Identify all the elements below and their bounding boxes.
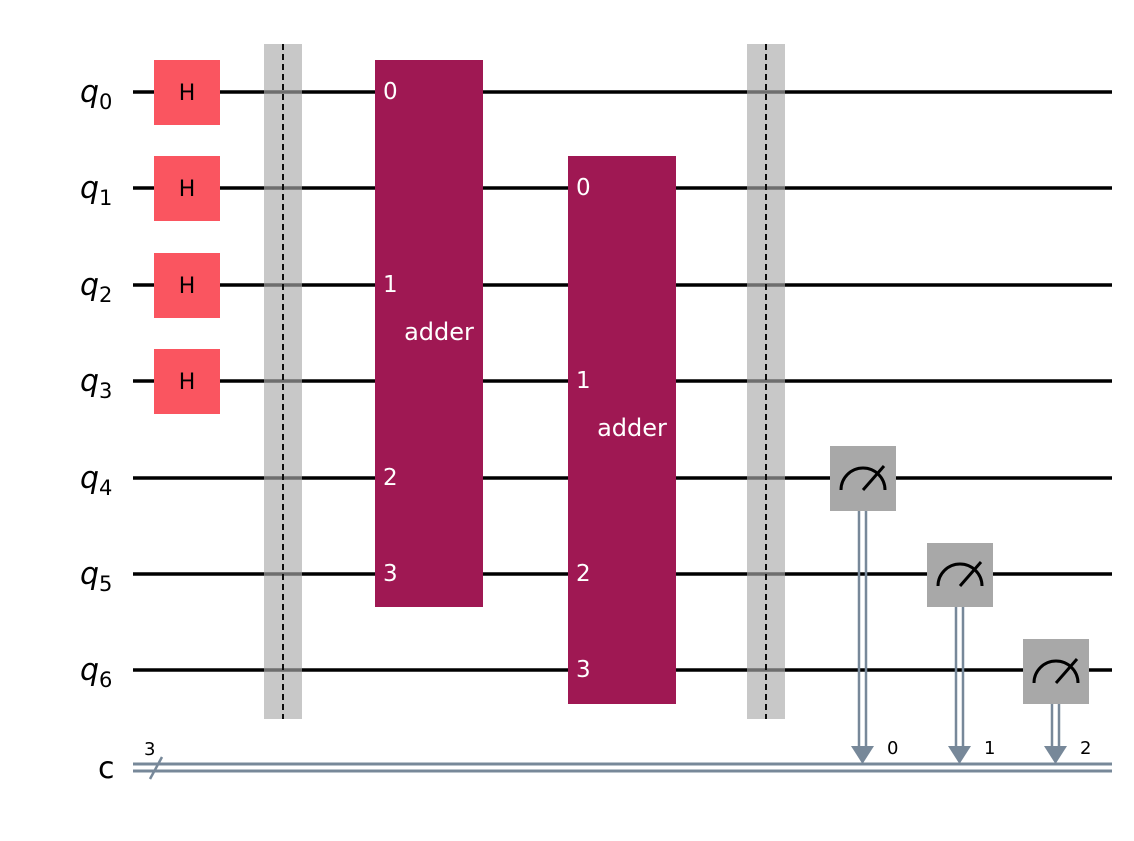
measure-bit-0: 0 xyxy=(887,738,898,759)
qubit-label-2: q2 xyxy=(80,268,112,307)
adder-1-port-2: 2 xyxy=(383,465,398,491)
measure-connector-0 xyxy=(851,511,874,764)
svg-text:H: H xyxy=(179,274,196,299)
classical-wire xyxy=(133,756,1112,780)
h-gate-q1: H xyxy=(154,156,220,221)
adder-2-label: adder xyxy=(597,414,667,442)
adder-2-port-2: 2 xyxy=(576,561,591,587)
h-gate-q3: H xyxy=(154,349,220,414)
qubit-label-3: q3 xyxy=(80,364,112,403)
qubit-label-0: q0 xyxy=(80,75,112,114)
qubit-label-5: q5 xyxy=(80,557,112,596)
adder-gate-1: 0 1 2 3 adder xyxy=(375,60,483,607)
classical-register-label: c xyxy=(98,751,115,786)
adder-2-port-0: 0 xyxy=(576,175,591,201)
adder-2-port-1: 1 xyxy=(576,368,591,394)
svg-text:H: H xyxy=(179,370,196,395)
measure-gate-q5 xyxy=(927,543,993,607)
h-gate-q0: H xyxy=(154,60,220,125)
adder-gate-2: 0 1 2 3 adder xyxy=(568,156,676,704)
measure-bit-2: 2 xyxy=(1080,738,1091,759)
svg-text:H: H xyxy=(179,177,196,202)
adder-1-port-1: 1 xyxy=(383,272,398,298)
classical-width-label: 3 xyxy=(144,739,155,760)
h-gate-q2: H xyxy=(154,253,220,318)
adder-1-label: adder xyxy=(404,318,474,346)
qubit-label-4: q4 xyxy=(80,461,112,500)
svg-text:H: H xyxy=(179,81,196,106)
adder-1-port-0: 0 xyxy=(383,79,398,105)
measure-connector-2 xyxy=(1044,704,1067,764)
measure-bit-1: 1 xyxy=(984,738,995,759)
adder-1-port-3: 3 xyxy=(383,561,398,587)
qubit-label-1: q1 xyxy=(80,171,112,210)
qubit-label-6: q6 xyxy=(80,653,112,692)
measure-connector-1 xyxy=(948,607,971,764)
measure-gate-q4 xyxy=(830,446,896,511)
measure-gate-q6 xyxy=(1023,639,1089,704)
adder-2-port-3: 3 xyxy=(576,657,591,683)
